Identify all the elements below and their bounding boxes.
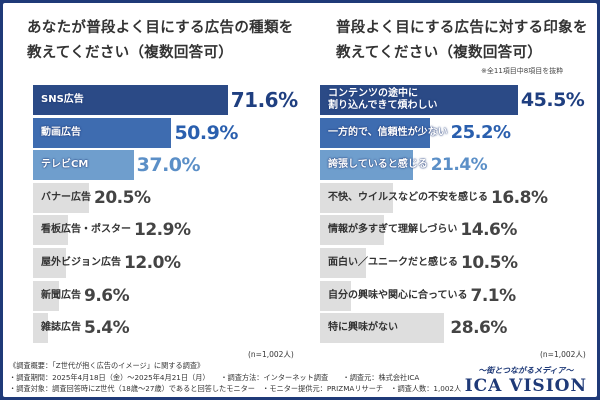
bar-row: 自分の興味や関心に合っている 7.1%	[320, 280, 517, 311]
bar	[33, 150, 134, 181]
bar	[320, 85, 518, 115]
bar	[33, 182, 89, 213]
category-label: SNS広告	[41, 94, 84, 105]
category-label: バナー広告	[41, 191, 91, 203]
bar	[33, 117, 172, 148]
category-label: 情報が多すぎて理解しづらい	[328, 224, 458, 236]
bar-row: テレビCM 37.0%	[33, 150, 201, 181]
value-label: 10.5%	[461, 253, 518, 273]
category-label: 誇張していると感じる	[328, 159, 428, 171]
bar-row: 一方的で、信頼性が少ない 25.2%	[320, 117, 511, 148]
bar-row: 情報が多すぎて理解しづらい 14.6%	[320, 215, 517, 246]
bar-row: コンテンツの途中に 割り込んできて煩わしい 45.5%	[320, 85, 585, 115]
survey-line: ・調査対象：調査回答時にZ世代（18歳～27歳）であると回答したモニター ・モニ…	[9, 384, 462, 393]
category-label: 自分の興味や関心に合っている	[328, 289, 468, 301]
bar-row: 雑誌広告 5.4%	[33, 313, 130, 344]
bar	[33, 215, 69, 246]
category-label: 屋外ビジョン広告	[41, 257, 121, 268]
category-label: テレビCM	[41, 159, 89, 171]
value-label: 25.2%	[450, 122, 511, 144]
title-line: 教えてください（複数回答可）	[336, 45, 543, 61]
bar-row: 誇張していると感じる 21.4%	[320, 150, 488, 181]
bar-row: 看板広告・ポスター 12.9%	[33, 215, 191, 246]
right-chart-title: 普段よく目にする広告に対する印象を 教えてください（複数回答可）	[336, 16, 588, 66]
value-label: 71.6%	[230, 88, 298, 112]
bar	[33, 313, 48, 344]
bar-row: バナー広告 20.5%	[33, 182, 151, 213]
bar	[320, 150, 414, 181]
bar-row: 不快、ウイルスなどの不安を感じる 16.8%	[320, 182, 548, 213]
bar	[33, 280, 60, 311]
bar	[33, 85, 228, 115]
bar	[320, 215, 384, 246]
logo-brand: ICA VISION	[464, 376, 587, 396]
survey-summary: 《調査概要：「Z世代が抱く広告のイメージ」に関する調査》 ・調査期間：2025年…	[9, 360, 461, 395]
excerpt-note: ※全11項目中8項目を抜粋	[481, 67, 564, 75]
title-line: 普段よく目にする広告に対する印象を	[336, 20, 588, 36]
logo-tagline: ～街とつながるメディア～	[478, 366, 574, 375]
value-label: 50.9%	[174, 121, 238, 144]
bar-row: 面白い／ユニークだと感じる 10.5%	[320, 248, 518, 278]
bar	[33, 248, 66, 278]
category-label: 雑誌広告	[41, 322, 81, 334]
category-label: 動画広告	[41, 126, 81, 138]
value-label: 12.0%	[124, 253, 181, 273]
bar-row: 動画広告 50.9%	[33, 117, 238, 148]
title-line: 教えてください（複数回答可）	[27, 45, 234, 61]
left-chart-title: あなたが普段よく目にする広告の種類を 教えてください（複数回答可）	[27, 16, 294, 66]
bar	[320, 182, 394, 213]
bar	[320, 248, 366, 278]
value-label: 16.8%	[491, 187, 548, 208]
bar-row: SNS広告 71.6%	[33, 85, 298, 115]
value-label: 37.0%	[136, 154, 201, 177]
value-label: 5.4%	[84, 318, 130, 339]
category-label: 一方的で、信頼性が少ない	[328, 126, 448, 138]
value-label: 7.1%	[470, 285, 517, 306]
value-label: 28.6%	[450, 318, 507, 339]
value-label: 20.5%	[94, 187, 151, 208]
value-label: 45.5%	[520, 89, 585, 111]
right-sample-size: (n=1,002人)	[540, 350, 586, 359]
bar	[320, 117, 430, 148]
category-label: コンテンツの途中に 割り込んできて煩わしい	[328, 88, 438, 111]
title-line: あなたが普段よく目にする広告の種類を	[27, 20, 294, 36]
value-label: 14.6%	[460, 220, 517, 241]
value-label: 21.4%	[430, 155, 488, 176]
survey-line: 《調査概要：「Z世代が抱く広告のイメージ」に関する調査》	[9, 361, 205, 370]
category-label: 不快、ウイルスなどの不安を感じる	[328, 191, 488, 203]
value-label: 9.6%	[84, 285, 130, 306]
category-label: 面白い／ユニークだと感じる	[328, 257, 458, 268]
bar-row: 屋外ビジョン広告 12.0%	[33, 248, 181, 278]
survey-line: ・調査期間：2025年4月18日（金）～2025年4月21日（月） ・調査方法：…	[9, 372, 420, 382]
bar-row: 新聞広告 9.6%	[33, 280, 130, 311]
value-label: 12.9%	[134, 220, 191, 241]
category-label: 特に興味がない	[328, 322, 398, 334]
bar-row: 特に興味がない 28.6%	[320, 313, 507, 344]
infographic: あなたが普段よく目にする広告の種類を 教えてください（複数回答可） 普段よく目にす…	[3, 3, 597, 397]
category-label: 看板広告・ポスター	[41, 224, 131, 236]
bar	[320, 313, 445, 344]
category-label: 新聞広告	[41, 289, 81, 301]
ica-vision-logo: ～街とつながるメディア～ ICA VISION	[465, 365, 587, 396]
left-sample-size: (n=1,002人)	[248, 350, 294, 359]
bar	[320, 280, 351, 311]
